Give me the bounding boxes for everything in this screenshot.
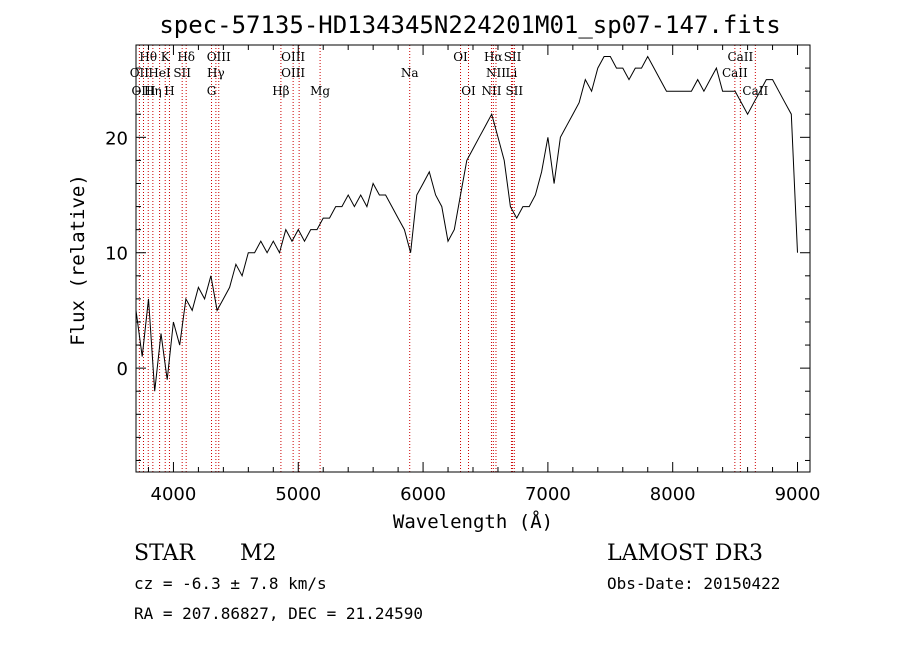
line-label: Hβ [272,84,289,98]
line-label: OIII [281,50,305,64]
line-label: OIII [131,84,155,98]
y-axis-label: Flux (relative) [67,174,89,346]
x-tick-label: 9000 [775,484,821,505]
line-label: Hθ [139,50,157,64]
survey-name: LAMOST DR3 [607,541,763,566]
line-label: Hα [484,50,503,64]
x-axis-label: Wavelength (Å) [393,510,553,533]
x-tick-label: 7000 [525,484,571,505]
line-label: K [161,50,171,64]
line-label: OI [453,50,468,64]
plot-frame [135,44,811,473]
line-label: Hδ [177,50,195,64]
line-label: SII [173,66,191,80]
line-label: HeI [148,66,171,80]
spectrum-series-line [135,55,798,392]
line-label: Mg [310,84,330,98]
y-tick-label: 10 [105,244,128,265]
line-label: H [164,84,174,98]
x-tick-label: 6000 [400,484,446,505]
line-label: CaII [742,84,768,98]
object-class: STAR [134,541,196,566]
line-label: OII [130,66,150,80]
redshift-cz: cz = -6.3 ± 7.8 km/s [134,574,327,593]
line-label: OIII [281,66,305,80]
ra-dec-coordinates: RA = 207.86827, DEC = 21.24590 [134,604,423,623]
line-label: OIII [207,50,231,64]
y-tick-label: 20 [105,128,128,149]
line-label: SII [505,84,523,98]
line-label: NII [486,66,506,80]
line-label: CaII [727,50,753,64]
x-tick-label: 8000 [650,484,696,505]
line-label: SII [504,50,522,64]
x-tick-label: 4000 [151,484,197,505]
line-markers [138,45,756,472]
line-label: Hη [144,84,162,98]
y-axis-ticks: 0 10 20 [105,44,810,461]
line-label: Na [401,66,419,80]
object-subclass: M2 [240,541,277,566]
x-axis-ticks: 4000 5000 6000 7000 8000 9000 [147,45,821,505]
line-label: Hγ [207,66,225,80]
line-label: NII [481,84,501,98]
line-label: OI [461,84,476,98]
observation-date: Obs-Date: 20150422 [607,574,780,593]
chart-title: spec-57135-HD134345N224201M01_sp07-147.f… [159,11,780,39]
x-tick-label: 5000 [275,484,321,505]
line-label: CaII [722,66,748,80]
line-label: G [207,84,217,98]
line-label: Li [506,66,518,80]
y-tick-label: 0 [117,359,128,380]
